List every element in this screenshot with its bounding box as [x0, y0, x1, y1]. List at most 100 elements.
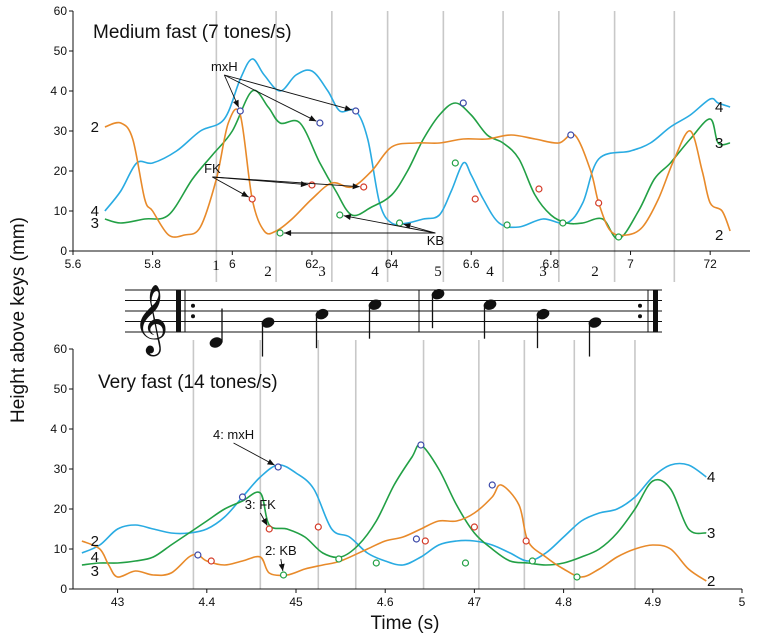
- x-tick-label: 4.4: [198, 595, 215, 609]
- annotation-arrow: [212, 176, 360, 188]
- marker-mxH: [352, 107, 360, 115]
- marker-FK: [360, 183, 368, 191]
- marker-mxH: [567, 131, 575, 139]
- marker-KB: [372, 559, 380, 567]
- fingering-number: 2: [591, 264, 599, 280]
- marker-KB: [559, 219, 567, 227]
- finger-end-label: 4: [707, 469, 715, 486]
- marker-KB: [276, 229, 284, 237]
- y-tick-label: 10: [54, 542, 68, 556]
- annotation-arrowhead: [241, 191, 249, 198]
- x-tick-label: 43: [111, 595, 125, 609]
- fingering-number: 4: [486, 264, 494, 280]
- marker-FK: [522, 537, 530, 545]
- marker-mxH: [316, 119, 324, 127]
- y-tick-label: 20: [54, 502, 68, 516]
- y-tick-label: 0: [60, 244, 67, 258]
- music-staff: 𝄞 1 2 3 4 5 4 3 2: [125, 258, 662, 357]
- x-tick-label: 47: [468, 595, 482, 609]
- note-head: [431, 289, 445, 300]
- annotation-arrow: [224, 74, 317, 122]
- marker-KB: [279, 571, 288, 579]
- fingering-number: 3: [539, 264, 547, 280]
- annotation-arrowhead: [344, 105, 352, 111]
- repeat-dot: [638, 303, 642, 308]
- marker-KB: [614, 233, 623, 241]
- finger-end-label: 2: [707, 573, 715, 590]
- finger-end-label: 3: [91, 215, 99, 232]
- fingering-number: 2: [264, 264, 272, 280]
- x-tick-label: 45: [289, 595, 303, 609]
- y-tick-label: 4 0: [50, 84, 67, 98]
- annotation-arrowhead: [284, 230, 292, 236]
- annotation-mxH: mxH: [211, 59, 238, 74]
- x-tick-label: 62: [305, 257, 319, 271]
- marker-KB: [461, 559, 470, 567]
- finger-end-label: 3: [707, 525, 715, 542]
- finger-end-label: 4: [91, 203, 99, 220]
- marker-FK: [470, 523, 478, 531]
- annotation-FK: 3: FK: [245, 497, 276, 512]
- annotation-arrow: [233, 442, 275, 466]
- annotation-arrow: [224, 74, 353, 111]
- x-axis-label: Time (s): [371, 613, 440, 634]
- note-head: [368, 299, 382, 310]
- note-head: [209, 337, 223, 348]
- annotation-arrowhead: [300, 181, 308, 188]
- marker-FK: [595, 199, 603, 207]
- finger-end-label: 2: [91, 119, 99, 136]
- y-tick-label: 20: [54, 164, 68, 178]
- marker-KB: [528, 557, 536, 565]
- marker-KB: [451, 159, 459, 167]
- finger-end-label: 4: [715, 99, 723, 116]
- chart-title: Very fast (14 tones/s): [98, 372, 278, 393]
- annotation-FK: FK: [204, 161, 221, 176]
- marker-mxH: [488, 481, 496, 489]
- fingering-number: 1: [212, 258, 220, 274]
- annotation-mxH: 4: mxH: [213, 427, 254, 442]
- series-line-finger-2: [81, 484, 707, 582]
- x-tick-label: 72: [703, 257, 717, 271]
- marker-mxH: [238, 493, 247, 501]
- y-tick-label: 30: [54, 462, 68, 476]
- finger-end-label: 2: [91, 533, 99, 550]
- treble-clef-icon: 𝄞: [133, 284, 168, 356]
- marker-FK: [248, 195, 256, 203]
- annotation-arrowhead: [308, 115, 317, 122]
- marker-KB: [335, 555, 343, 563]
- annotation-arrowhead: [278, 563, 285, 572]
- annotation-KB: KB: [427, 233, 444, 248]
- chart-title: Medium fast (7 tones/s): [93, 22, 292, 43]
- annotation-arrowhead: [261, 517, 268, 526]
- fingering-number: 3: [318, 264, 326, 280]
- annotation-arrowhead: [343, 214, 352, 220]
- x-tick-label: 5: [739, 595, 746, 609]
- marker-KB: [395, 219, 404, 227]
- y-tick-label: 60: [54, 342, 68, 356]
- marker-mxH: [417, 441, 425, 449]
- marker-KB: [573, 573, 581, 581]
- series-line-finger-2: [104, 108, 731, 238]
- x-tick-label: 5.8: [144, 257, 161, 271]
- marker-mxH: [236, 107, 244, 115]
- x-tick-label: 4.9: [644, 595, 661, 609]
- annotation-arrowhead: [352, 183, 360, 190]
- marker-FK: [471, 195, 479, 203]
- x-tick-label: 6.8: [543, 257, 560, 271]
- annotation-KB: 2: KB: [265, 543, 297, 558]
- series-line-finger-4: [104, 58, 731, 229]
- x-tick-label: 4.6: [377, 595, 394, 609]
- marker-mxH: [412, 535, 421, 543]
- marker-FK: [535, 185, 543, 193]
- marker-FK: [308, 181, 316, 189]
- y-tick-label: 50: [54, 44, 68, 58]
- annotation-arrowhead: [267, 459, 275, 466]
- note-head: [588, 317, 602, 328]
- y-tick-label: 50: [54, 382, 68, 396]
- marker-mxH: [194, 551, 202, 559]
- y-tick-label: 60: [54, 4, 68, 18]
- y-tick-label: 30: [54, 124, 68, 138]
- note-head: [536, 308, 550, 320]
- finger-end-label: 2: [715, 227, 723, 244]
- repeat-dot: [191, 303, 195, 308]
